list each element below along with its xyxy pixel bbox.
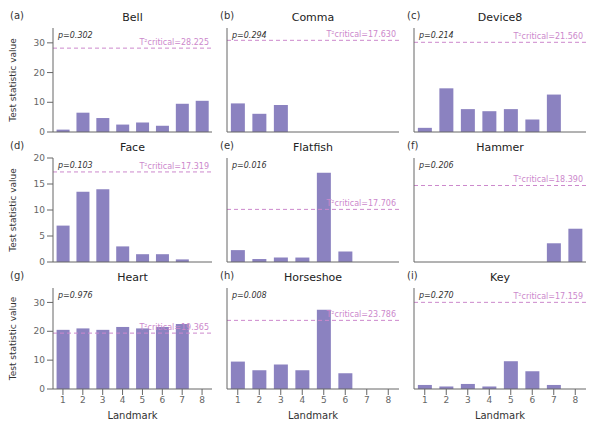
svg-text:T²critical=19.365: T²critical=19.365	[138, 323, 209, 332]
svg-text:4: 4	[120, 395, 126, 405]
svg-text:5: 5	[39, 231, 45, 241]
svg-text:10: 10	[34, 97, 46, 107]
html-text:(f): (f)	[407, 140, 419, 151]
svg-text:p=0.270: p=0.270	[418, 291, 454, 300]
svg-text:Landmark: Landmark	[288, 410, 338, 421]
svg-text:5: 5	[321, 395, 327, 405]
svg-text:p=0.294: p=0.294	[231, 31, 267, 40]
svg-text:20: 20	[34, 326, 46, 336]
svg-text:6: 6	[342, 395, 348, 405]
html-text:(a): (a)	[10, 10, 24, 21]
svg-text:0: 0	[39, 384, 45, 394]
svg-text:T²critical=21.560: T²critical=21.560	[512, 32, 583, 41]
svg-text:5: 5	[140, 395, 146, 405]
svg-text:p=0.206: p=0.206	[418, 161, 454, 170]
svg-text:5: 5	[508, 395, 514, 405]
svg-text:30: 30	[34, 38, 46, 48]
html-text:Face: Face	[120, 141, 145, 154]
svg-text:T²critical=17.706: T²critical=17.706	[325, 199, 396, 208]
html-text:(b): (b)	[220, 10, 235, 21]
svg-text:2: 2	[80, 395, 86, 405]
svg-text:T²critical=23.786: T²critical=23.786	[325, 310, 396, 319]
svg-text:Landmark: Landmark	[475, 410, 525, 421]
svg-text:T²critical=17.630: T²critical=17.630	[325, 30, 396, 39]
svg-text:p=0.016: p=0.016	[231, 161, 267, 170]
svg-text:1: 1	[422, 395, 428, 405]
svg-text:1: 1	[235, 395, 241, 405]
svg-text:Test statistic value: Test statistic value	[8, 38, 18, 123]
svg-text:T²critical=17.319: T²critical=17.319	[138, 162, 209, 171]
svg-text:8: 8	[572, 395, 578, 405]
svg-text:p=0.302: p=0.302	[57, 31, 93, 40]
svg-text:8: 8	[385, 395, 391, 405]
svg-text:p=0.214: p=0.214	[418, 31, 454, 40]
svg-text:2: 2	[443, 395, 449, 405]
svg-text:T²critical=17.159: T²critical=17.159	[512, 292, 583, 301]
svg-text:T²critical=18.390: T²critical=18.390	[512, 175, 583, 184]
html-text:Key: Key	[490, 271, 510, 284]
svg-text:10: 10	[34, 355, 46, 365]
svg-text:3: 3	[465, 395, 471, 405]
html-text:Flatfish: Flatfish	[293, 141, 333, 154]
html-text:(e): (e)	[220, 140, 234, 151]
svg-text:p=0.976: p=0.976	[57, 291, 93, 300]
svg-text:6: 6	[159, 395, 165, 405]
svg-text:20: 20	[34, 153, 46, 163]
svg-text:7: 7	[551, 395, 557, 405]
svg-text:p=0.008: p=0.008	[231, 291, 267, 300]
svg-text:8: 8	[199, 395, 205, 405]
svg-text:4: 4	[486, 395, 492, 405]
html-text:Hammer: Hammer	[476, 141, 524, 154]
html-text:Heart: Heart	[117, 271, 148, 284]
html-text:(g): (g)	[10, 270, 25, 281]
svg-text:10: 10	[34, 205, 46, 215]
svg-text:3: 3	[100, 395, 106, 405]
svg-text:1: 1	[60, 395, 66, 405]
html-text:Horseshoe: Horseshoe	[283, 271, 343, 284]
svg-text:Test statistic value: Test statistic value	[8, 168, 18, 253]
html-text:(h): (h)	[220, 270, 235, 281]
svg-text:15: 15	[34, 179, 45, 189]
svg-text:4: 4	[299, 395, 305, 405]
html-text:Bell: Bell	[122, 11, 143, 24]
svg-text:30: 30	[34, 298, 46, 308]
svg-text:3: 3	[278, 395, 284, 405]
html-text:(d): (d)	[10, 140, 25, 151]
svg-text:p=0.103: p=0.103	[57, 161, 93, 170]
svg-text:0: 0	[39, 257, 45, 267]
html-text:Comma: Comma	[291, 11, 335, 24]
html-text:Device8: Device8	[477, 11, 523, 24]
svg-text:Landmark: Landmark	[107, 410, 157, 421]
svg-text:7: 7	[364, 395, 370, 405]
svg-text:T²critical=28.225: T²critical=28.225	[138, 38, 209, 47]
html-text:(c): (c)	[407, 10, 421, 21]
svg-text:0: 0	[39, 127, 45, 137]
svg-text:20: 20	[34, 68, 46, 78]
svg-text:7: 7	[179, 395, 185, 405]
svg-text:2: 2	[256, 395, 262, 405]
html-text:(i): (i)	[407, 270, 418, 281]
svg-text:Test statistic value: Test statistic value	[8, 296, 18, 381]
svg-text:6: 6	[529, 395, 535, 405]
